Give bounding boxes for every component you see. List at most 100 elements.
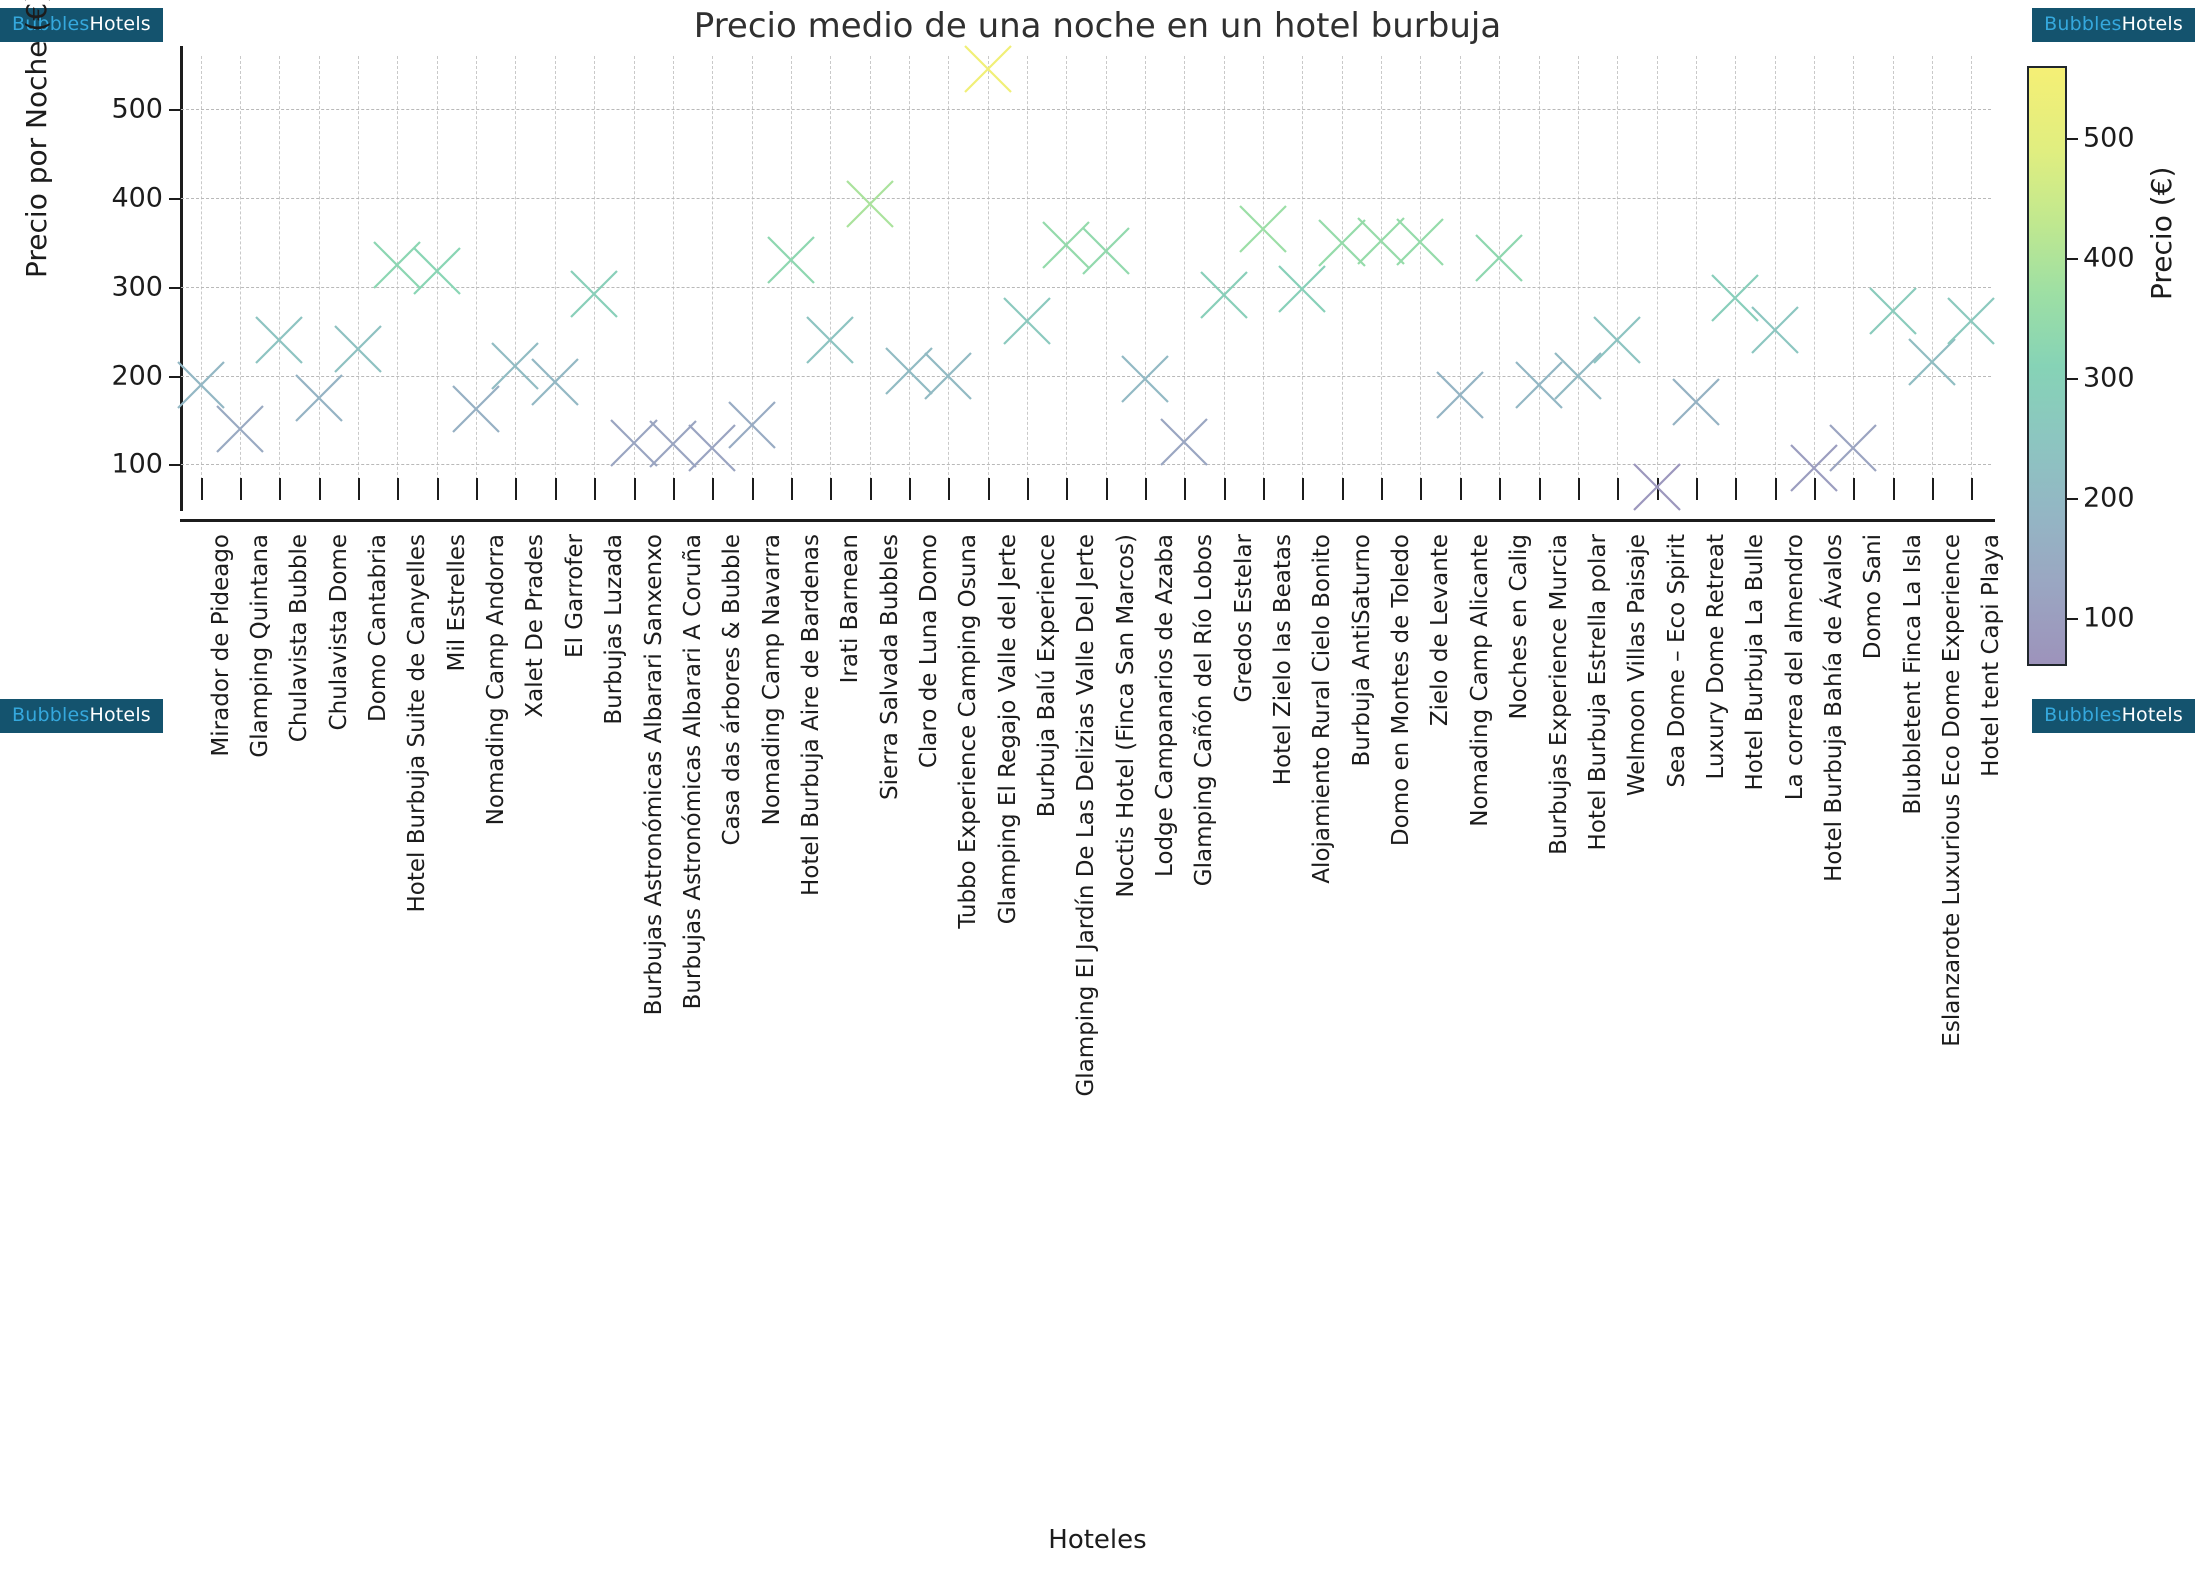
x-tick-label: Chulavista Dome [325,534,352,731]
x-tick-label: Mirador de Pideago [207,534,234,757]
gridline-vertical [672,56,674,500]
x-tick-label: Hotel tent Capi Playa [1978,534,2005,777]
x-tick-mark [1105,478,1108,500]
x-tick-label: Domo Sani [1860,534,1887,660]
x-tick-label: Hotel Burbuja Bahía de Ávalos [1820,534,1847,882]
x-tick-mark [830,478,833,500]
gridline-horizontal [181,375,1991,377]
x-tick-mark [948,478,951,500]
x-tick-mark [908,478,911,500]
x-tick-label: Glamping Cañón del Río Lobos [1191,534,1218,887]
x-tick-label: Noctis Hotel (Finca San Marcos) [1112,534,1139,898]
x-tick-label: Burbuja Balú Experience [1033,534,1060,818]
x-tick-mark [869,478,872,500]
gridline-vertical [1577,56,1579,500]
x-tick-label: Blubbletent Finca La Isla [1899,534,1926,815]
gridline-vertical [751,56,753,500]
gridline-vertical [240,56,242,500]
x-tick-mark [476,478,479,500]
watermark-suffix: Hotels [2121,704,2183,726]
x-tick-label: Noches en Calig [1506,534,1533,720]
x-tick-mark [1695,478,1698,500]
gridline-vertical [633,56,635,500]
x-tick-mark [436,478,439,500]
gridline-vertical [987,56,989,500]
gridline-vertical [1026,56,1028,500]
gridline-vertical [200,56,202,500]
colorbar-tick-label: 300 [2083,362,2135,394]
gridline-vertical [1420,56,1422,500]
x-tick-mark [1892,478,1895,500]
x-tick-label: Glamping Quintana [247,534,274,758]
colorbar-tick-mark [2067,138,2078,140]
x-tick-mark [1774,478,1777,500]
x-tick-label: Chulavista Bubble [286,534,313,743]
x-tick-mark [1459,478,1462,500]
x-tick-mark [318,478,321,500]
x-tick-label: Zielo de Levante [1427,534,1454,727]
x-tick-label: Luxury Dome Retreat [1702,534,1729,780]
x-tick-label: Hotel Zielo las Beatas [1270,534,1297,786]
gridline-vertical [554,56,556,500]
x-tick-mark [358,478,361,500]
gridline-vertical [712,56,714,500]
y-axis-label: Precio por Noche (€) [20,0,53,278]
x-tick-label: Burbuja AntiSaturno [1348,534,1375,767]
gridline-vertical [1184,56,1186,500]
x-tick-label: Xalet De Prades [522,534,549,718]
x-tick-mark [1184,478,1187,500]
y-tick-label: 200 [111,360,163,392]
x-tick-label: La correa del almendro [1781,534,1808,801]
x-tick-label: Welmoon Villas Paisaje [1624,534,1651,797]
gridline-vertical [1931,56,1933,500]
x-tick-mark [1263,478,1266,500]
y-tick-mark [169,109,181,112]
gridline-vertical [1145,56,1147,500]
x-tick-mark [594,478,597,500]
x-tick-label: Lodge Campanarios de Azaba [1152,534,1179,877]
x-tick-label: Sierra Salvada Bubbles [876,534,903,800]
gridline-vertical [1263,56,1265,500]
watermark-suffix: Hotels [89,13,151,35]
watermark-top-left: BubblesHotels [0,8,163,42]
gridline-vertical [1302,56,1304,500]
gridline-vertical [1813,56,1815,500]
gridline-vertical [1066,56,1068,500]
x-tick-mark [240,478,243,500]
y-tick-label: 400 [111,182,163,214]
gridline-vertical [1735,56,1737,500]
watermark-prefix: Bubbles [12,704,90,726]
gridline-vertical [318,56,320,500]
watermark-bottom-left: BubblesHotels [0,699,163,733]
colorbar-gradient [2027,66,2067,666]
gridline-vertical [397,56,399,500]
x-tick-mark [515,478,518,500]
gridline-vertical [869,56,871,500]
x-tick-label: Nomading Camp Alicante [1466,534,1493,827]
gridline-horizontal [181,198,1991,200]
y-axis-spine [180,46,183,511]
x-tick-mark [1853,478,1856,500]
colorbar-tick-mark [2067,498,2078,500]
chart-title: Precio medio de una noche en un hotel bu… [693,6,1502,46]
colorbar-tick-mark [2067,618,2078,620]
colorbar-tick-mark [2067,258,2078,260]
x-tick-mark [1145,478,1148,500]
x-tick-mark [672,478,675,500]
x-tick-mark [1971,478,1974,500]
x-tick-label: El Garrofer [561,534,588,658]
gridline-vertical [908,56,910,500]
x-tick-label: Burbujas Astronómicas Albarari Sanxenxo [640,534,667,1016]
x-axis-label: Hoteles [1048,1525,1147,1555]
gridline-vertical [594,56,596,500]
x-tick-label: Nomading Camp Andorra [483,534,510,826]
x-tick-mark [1656,478,1659,500]
gridline-vertical [1971,56,1973,500]
x-tick-label: Glamping El Regajo Valle del Jerte [994,534,1021,925]
colorbar-tick-label: 200 [2083,482,2135,514]
x-tick-mark [1066,478,1069,500]
watermark-bottom-right: BubblesHotels [2032,699,2195,733]
y-tick-mark [169,375,181,378]
x-tick-label: Claro de Luna Domo [915,534,942,769]
x-tick-label: Tubbo Experience Camping Osuna [955,534,982,929]
